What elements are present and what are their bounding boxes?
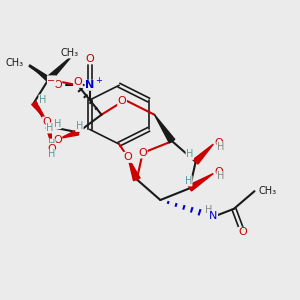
Polygon shape bbox=[128, 158, 140, 181]
Text: −: − bbox=[47, 76, 56, 86]
Polygon shape bbox=[32, 101, 46, 119]
Text: CH₃: CH₃ bbox=[60, 48, 78, 58]
Polygon shape bbox=[46, 56, 72, 82]
Text: O: O bbox=[47, 143, 56, 154]
Text: +: + bbox=[95, 76, 102, 85]
Text: H: H bbox=[184, 176, 192, 186]
Text: O: O bbox=[43, 117, 51, 127]
Polygon shape bbox=[154, 115, 175, 143]
Text: H: H bbox=[39, 95, 46, 105]
Text: O: O bbox=[215, 138, 224, 148]
Text: O: O bbox=[118, 97, 127, 106]
Text: O: O bbox=[215, 167, 224, 177]
Text: O: O bbox=[238, 227, 247, 237]
Text: H: H bbox=[217, 142, 224, 152]
Text: H: H bbox=[205, 205, 213, 215]
Polygon shape bbox=[60, 130, 79, 138]
Text: H: H bbox=[54, 118, 61, 128]
Text: O: O bbox=[124, 152, 132, 162]
Text: O: O bbox=[74, 77, 82, 87]
Text: H: H bbox=[48, 139, 55, 149]
Polygon shape bbox=[29, 65, 50, 81]
Text: CH₃: CH₃ bbox=[5, 58, 23, 68]
Text: N: N bbox=[85, 80, 94, 90]
Text: H: H bbox=[186, 149, 194, 159]
Polygon shape bbox=[46, 126, 52, 144]
Polygon shape bbox=[193, 144, 213, 164]
Text: H: H bbox=[217, 172, 224, 182]
Text: N: N bbox=[209, 211, 218, 221]
Text: CH₃: CH₃ bbox=[259, 186, 277, 196]
Text: H: H bbox=[48, 149, 55, 159]
Text: O: O bbox=[85, 54, 94, 64]
Text: H: H bbox=[46, 123, 54, 133]
Text: O: O bbox=[53, 80, 62, 90]
Text: O: O bbox=[53, 135, 62, 145]
Text: H: H bbox=[76, 122, 83, 131]
Polygon shape bbox=[188, 173, 213, 191]
Text: O: O bbox=[138, 148, 147, 158]
